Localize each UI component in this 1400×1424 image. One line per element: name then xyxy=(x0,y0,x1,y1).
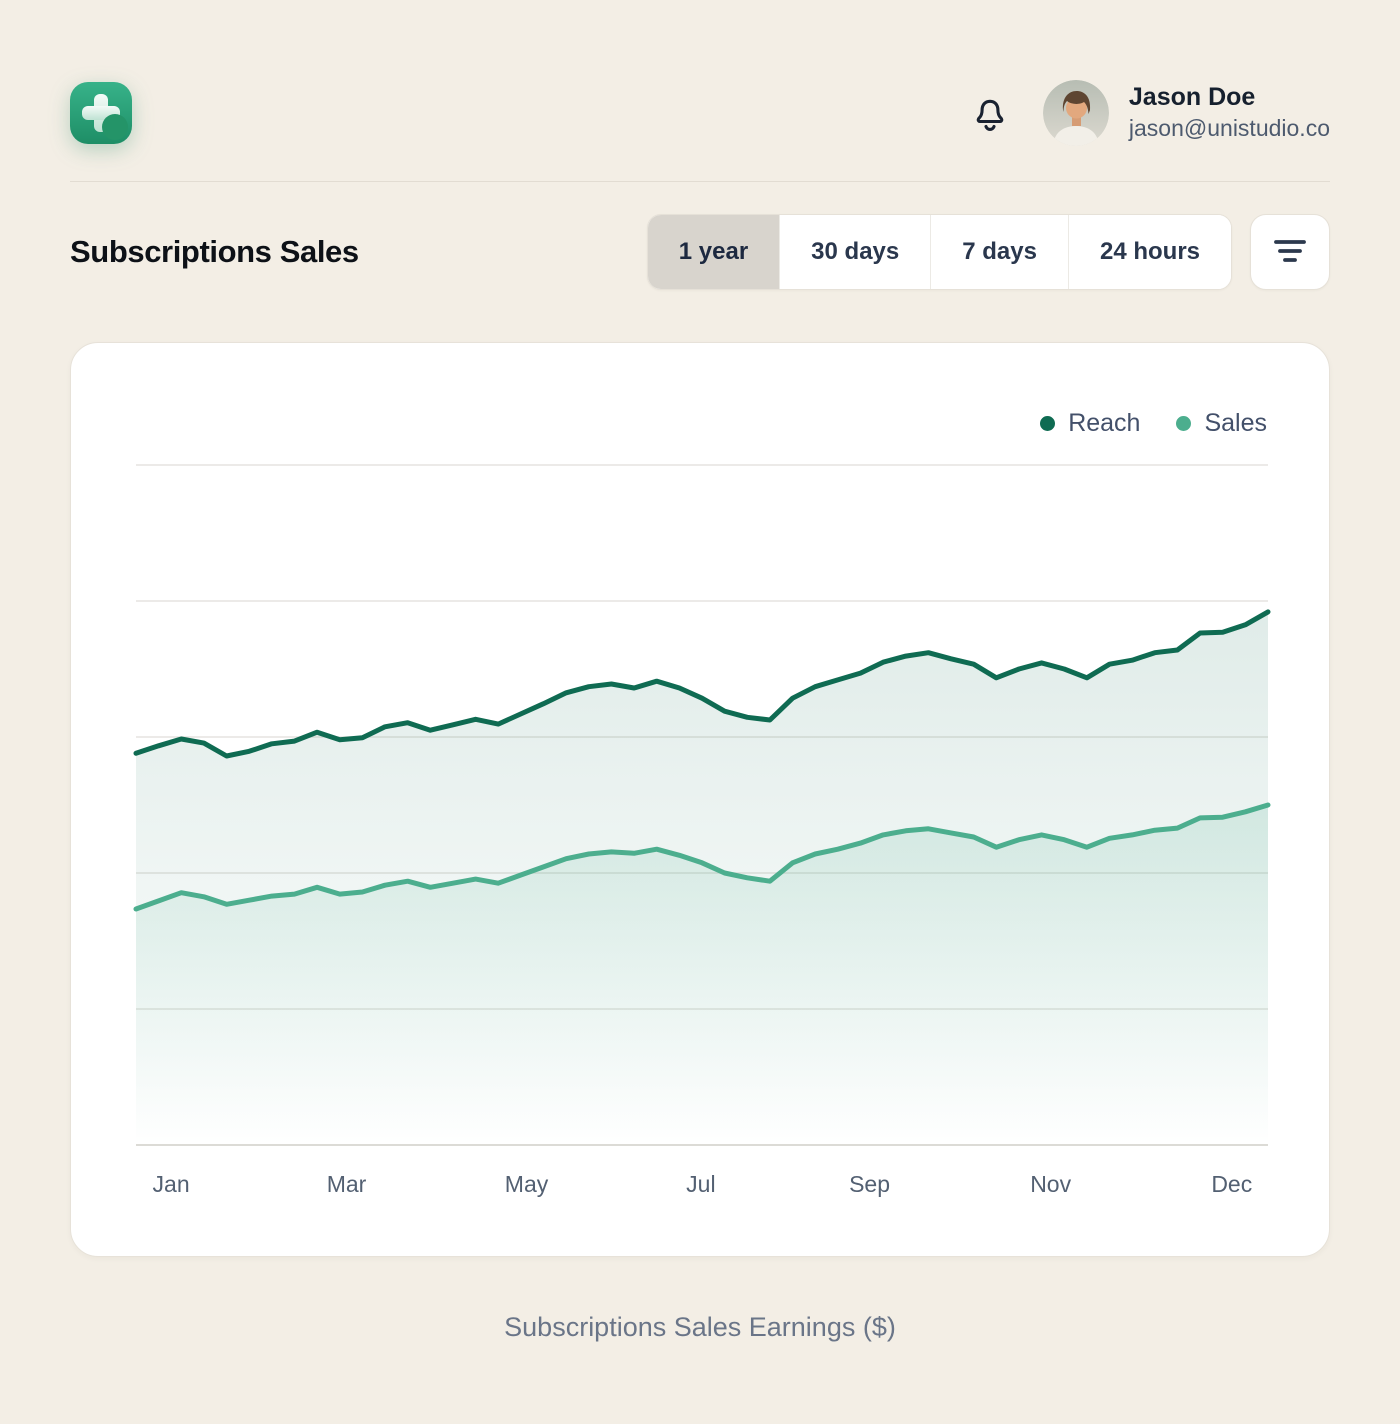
x-tick-dec: Dec xyxy=(1211,1171,1253,1197)
plus-icon xyxy=(70,82,132,144)
chart-card: Reach Sales Jan Mar May Jul Sep Nov Dec xyxy=(70,342,1330,1257)
x-tick-sep: Sep xyxy=(849,1171,890,1197)
app-header: Jason Doe jason@unistudio.co xyxy=(70,80,1330,146)
range-tab-30-days[interactable]: 30 days xyxy=(779,215,931,289)
legend-label: Sales xyxy=(1204,409,1267,437)
profile-menu[interactable]: Jason Doe jason@unistudio.co xyxy=(1042,80,1330,146)
filter-button[interactable] xyxy=(1250,214,1330,290)
legend-item-reach: Reach xyxy=(1040,409,1140,438)
x-tick-nov: Nov xyxy=(1030,1171,1072,1197)
header-divider xyxy=(70,181,1330,182)
legend-dot-icon xyxy=(1040,416,1056,431)
range-tab-7-days[interactable]: 7 days xyxy=(930,215,1068,289)
filter-lines-icon xyxy=(1274,238,1306,267)
legend-item-sales: Sales xyxy=(1176,409,1267,438)
x-tick-jan: Jan xyxy=(152,1171,190,1197)
app-logo-button[interactable] xyxy=(70,82,132,144)
page-title: Subscriptions Sales xyxy=(70,234,359,269)
chart-caption: Subscriptions Sales Earnings ($) xyxy=(504,1312,896,1342)
user-email: jason@unistudio.co xyxy=(1128,114,1330,141)
notifications-button[interactable] xyxy=(971,91,1009,136)
user-info: Jason Doe jason@unistudio.co xyxy=(1129,82,1330,143)
toolbar: Subscriptions Sales 1 year 30 days 7 days 2… xyxy=(70,214,1330,290)
range-tabs: 1 year 30 days 7 days 24 hours xyxy=(646,214,1232,290)
range-tab-24-hours[interactable]: 24 hours xyxy=(1067,215,1231,289)
user-name: Jason Doe xyxy=(1128,83,1256,112)
x-tick-jul: Jul xyxy=(686,1171,716,1197)
avatar xyxy=(1042,80,1109,146)
line-chart xyxy=(133,464,1271,1146)
x-tick-may: May xyxy=(504,1171,549,1197)
bell-icon xyxy=(971,91,1009,136)
header-user-cluster: Jason Doe jason@unistudio.co xyxy=(971,80,1330,146)
chart-legend: Reach Sales xyxy=(1040,409,1267,438)
toolbar-right: 1 year 30 days 7 days 24 hours xyxy=(646,214,1330,290)
x-tick-mar: Mar xyxy=(326,1171,367,1197)
legend-dot-icon xyxy=(1176,416,1192,431)
legend-label: Reach xyxy=(1068,409,1141,437)
x-axis: Jan Mar May Jul Sep Nov Dec xyxy=(136,1157,1268,1201)
range-tab-1-year[interactable]: 1 year xyxy=(647,215,780,289)
